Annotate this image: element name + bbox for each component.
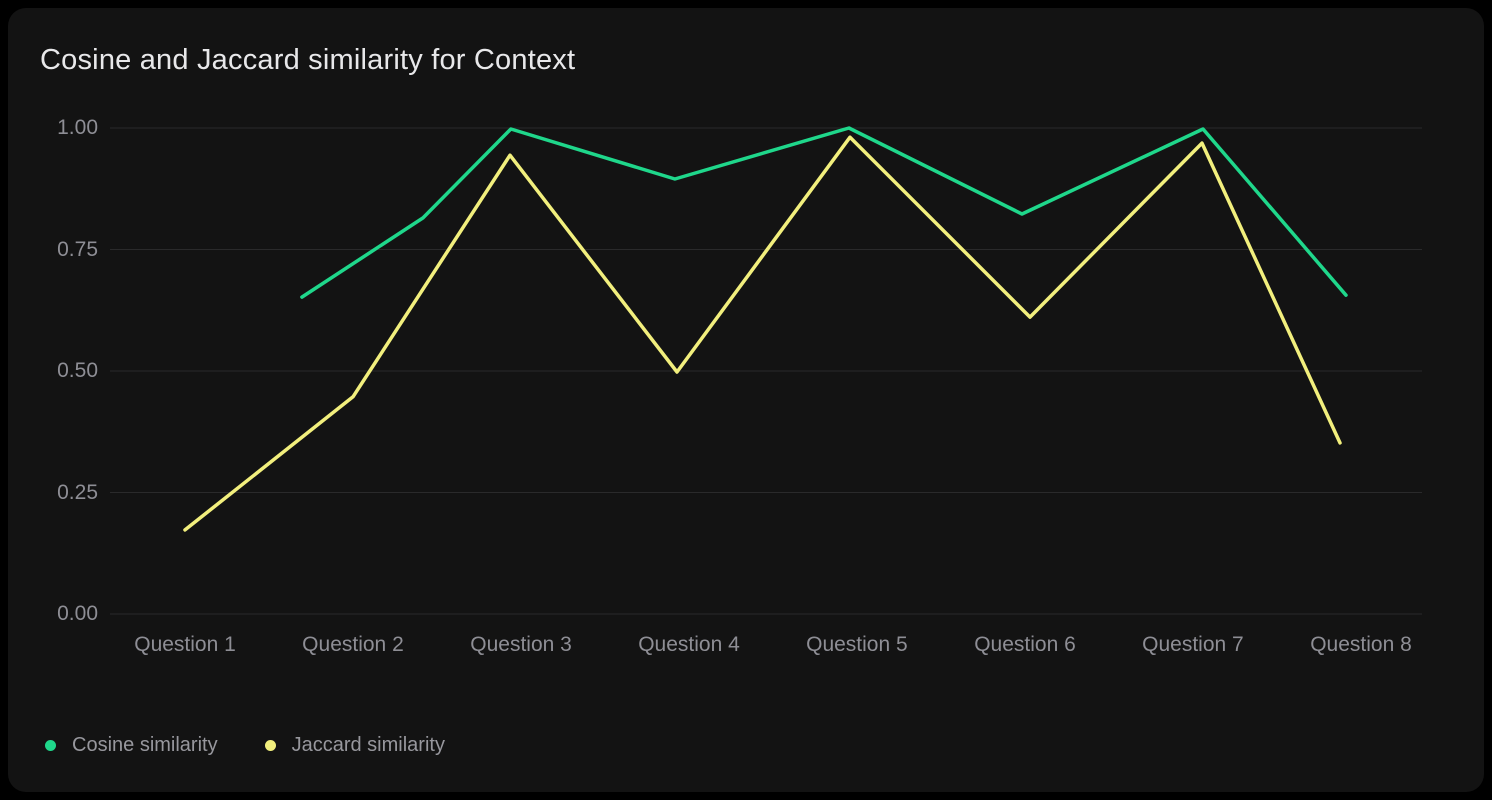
y-tick-label: 0.00 <box>57 602 98 625</box>
legend-dot-icon <box>45 740 56 751</box>
chart-title: Cosine and Jaccard similarity for Contex… <box>40 44 576 76</box>
legend-item-jaccard-similarity[interactable]: Jaccard similarity <box>264 734 445 757</box>
x-tick-label: Question 7 <box>1142 633 1244 656</box>
legend-dot-icon <box>264 740 276 751</box>
y-tick-label: 0.75 <box>57 237 98 261</box>
line-chart <box>110 126 1422 615</box>
y-tick-label: 0.25 <box>57 480 98 504</box>
legend: Cosine similarity Jaccard similarity <box>45 734 445 757</box>
x-tick-label: Question 8 <box>1310 633 1412 656</box>
x-tick-label: Question 1 <box>134 633 236 656</box>
legend-label: Jaccard similarity <box>291 734 445 756</box>
plot-area: 1.00 0.75 0.50 0.25 0.00 Question 1 Question … <box>57 116 1422 656</box>
y-tick-label: 0.50 <box>57 359 98 382</box>
x-tick-label: Question 2 <box>302 633 404 656</box>
chart-card: Cosine and Jaccard similarity for Contex… <box>8 8 1484 792</box>
legend-label: Cosine similarity <box>72 734 218 756</box>
x-tick-label: Question 4 <box>638 633 740 656</box>
series-line-cosine-similarity <box>300 126 1348 299</box>
x-tick-label: Question 5 <box>806 633 908 656</box>
x-tick-label: Question 3 <box>470 633 572 656</box>
y-tick-label: 1.00 <box>57 116 98 139</box>
series-line-jaccard-similarity <box>183 135 1342 532</box>
x-tick-label: Question 6 <box>974 633 1076 656</box>
legend-item-cosine-similarity[interactable]: Cosine similarity <box>45 734 218 757</box>
